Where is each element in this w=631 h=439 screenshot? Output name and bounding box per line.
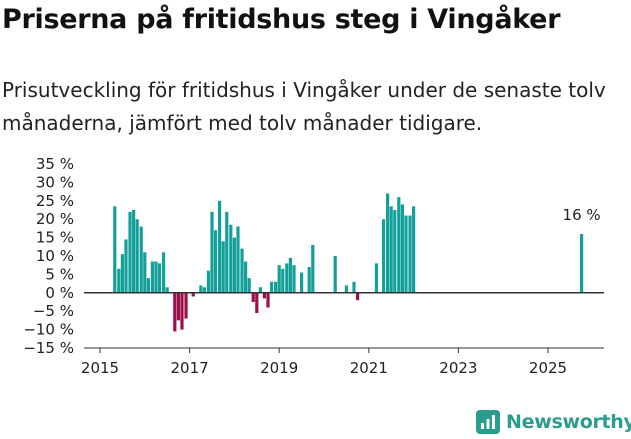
bar xyxy=(352,281,356,293)
bar xyxy=(381,219,386,293)
bar xyxy=(292,265,296,293)
bar xyxy=(356,292,360,301)
bar xyxy=(221,241,225,293)
bar xyxy=(165,287,169,293)
bar xyxy=(191,292,195,297)
bar xyxy=(124,239,128,293)
bar xyxy=(266,292,270,308)
bar xyxy=(412,206,416,293)
bar xyxy=(240,248,244,293)
bar xyxy=(225,211,229,293)
bar xyxy=(229,224,233,293)
bar xyxy=(143,252,147,293)
y-tick-label: −10 % xyxy=(23,321,74,339)
bar xyxy=(199,285,203,293)
y-tick-label: −15 % xyxy=(23,339,74,357)
bar xyxy=(400,204,404,293)
bar xyxy=(128,211,132,293)
bar xyxy=(274,281,278,293)
x-tick-label: 2019 xyxy=(260,359,298,377)
chart-subtitle: Prisutveckling för fritidshus i Vingåker… xyxy=(2,78,606,135)
y-tick-label: 0 % xyxy=(45,284,74,302)
y-tick-label: 5 % xyxy=(45,265,74,283)
bar xyxy=(333,256,337,293)
bar xyxy=(404,215,408,293)
bar xyxy=(285,263,289,293)
bar xyxy=(288,257,292,293)
bar xyxy=(184,292,188,319)
bar xyxy=(232,237,236,293)
bar xyxy=(277,265,281,293)
bar xyxy=(176,292,180,321)
bar xyxy=(269,281,274,293)
y-tick-label: 10 % xyxy=(36,247,74,265)
newsworthy-logo-icon xyxy=(476,410,500,434)
bar xyxy=(247,278,251,293)
bar xyxy=(173,292,177,332)
y-tick-label: 25 % xyxy=(36,192,74,210)
chart-title: Priserna på fritidshus steg i Vingåker xyxy=(2,4,561,35)
bar xyxy=(311,244,315,293)
bar xyxy=(307,267,311,293)
y-tick-label: 15 % xyxy=(36,229,74,247)
bar xyxy=(117,268,121,293)
y-tick-label: 20 % xyxy=(36,210,74,228)
bar xyxy=(344,285,348,293)
bar xyxy=(244,261,248,293)
bar xyxy=(408,215,412,293)
x-tick-label: 2017 xyxy=(171,359,209,377)
bar xyxy=(300,272,304,293)
x-tick-label: 2025 xyxy=(529,359,567,377)
bar xyxy=(397,197,401,293)
bar xyxy=(132,210,136,293)
y-tick-label: −5 % xyxy=(33,302,74,320)
x-tick-label: 2015 xyxy=(81,359,119,377)
bar xyxy=(281,268,285,293)
bar xyxy=(157,263,162,293)
newsworthy-logo-text: Newsworthy xyxy=(506,411,631,433)
bar xyxy=(139,226,143,293)
newsworthy-logo: Newsworthy xyxy=(476,408,631,436)
bar xyxy=(162,252,166,293)
y-tick-label: 30 % xyxy=(36,173,74,191)
bar xyxy=(154,261,158,293)
bar xyxy=(393,210,397,293)
bar xyxy=(180,292,184,330)
bar xyxy=(113,206,117,293)
bar xyxy=(202,287,206,293)
bar xyxy=(120,254,124,293)
y-axis: −15 %−10 %−5 %0 %5 %10 %15 %20 %25 %30 %… xyxy=(23,155,74,357)
bar xyxy=(386,193,390,293)
bar xyxy=(218,200,222,293)
bar xyxy=(580,233,584,293)
bar xyxy=(213,230,218,293)
bar xyxy=(135,219,139,293)
bar-series xyxy=(113,193,584,332)
bar xyxy=(389,206,393,293)
bar xyxy=(258,287,262,293)
bar xyxy=(262,292,267,299)
bar xyxy=(150,261,155,293)
bar xyxy=(210,211,214,293)
bar xyxy=(255,292,259,314)
bar xyxy=(374,263,379,293)
bar xyxy=(251,292,255,302)
x-tick-label: 2021 xyxy=(350,359,388,377)
x-tick-label: 2023 xyxy=(439,359,477,377)
y-tick-label: 35 % xyxy=(36,155,74,173)
annotations: 16 % xyxy=(563,206,601,224)
x-axis: 2015 2017 2019 2021 2023 2025 xyxy=(81,347,604,377)
bar xyxy=(236,226,240,293)
bar xyxy=(206,270,211,293)
bar xyxy=(146,278,150,293)
last-value-label: 16 % xyxy=(563,206,601,224)
